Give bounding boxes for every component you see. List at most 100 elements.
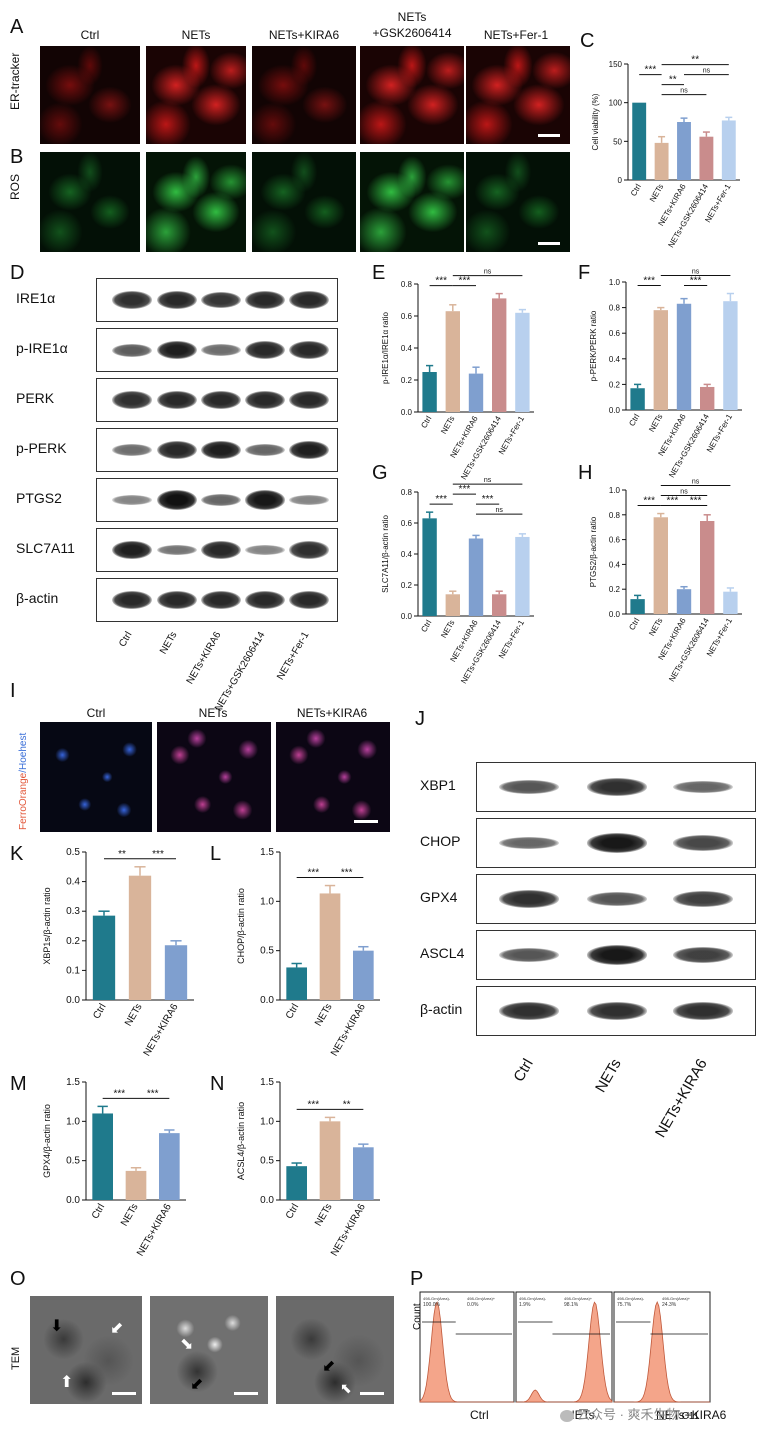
blot-band	[673, 891, 733, 907]
panel-a-col-ctrl: Ctrl	[80, 28, 100, 42]
tem-nets: ⬊ ⬋	[150, 1296, 268, 1404]
significance-label: ns	[703, 68, 711, 75]
x-tick-label: NETs	[439, 619, 456, 640]
panel-letter-l: L	[210, 843, 222, 865]
er-tracker-gsk	[360, 46, 464, 144]
bar	[653, 310, 668, 410]
y-tick-label: 0.5	[260, 946, 274, 957]
er-tracker-fer1	[466, 46, 570, 144]
blot-row-label: CHOP	[420, 833, 461, 849]
panel-letter-p: P	[410, 1268, 424, 1290]
y-axis-label: Cell viability (%)	[591, 93, 600, 150]
x-tick-label: NETs+KIRA6	[329, 1202, 368, 1259]
scale-bar	[234, 1392, 258, 1395]
significance-label: ns	[692, 269, 700, 276]
panel-letter-c: C	[580, 30, 595, 52]
y-tick-label: 0.2	[66, 936, 80, 947]
significance-label: ***	[645, 65, 657, 76]
bar	[515, 312, 530, 412]
blot-band	[157, 340, 197, 360]
y-tick-label: 1.0	[609, 278, 621, 287]
bar	[445, 311, 460, 412]
significance-label: ns	[495, 507, 503, 514]
blot-row-label: IRE1α	[16, 290, 56, 306]
y-tick-label: 0.6	[401, 519, 413, 528]
blot-band	[112, 343, 152, 357]
arrow-icon: ⬊	[180, 1336, 194, 1353]
bar	[468, 538, 484, 616]
y-tick-label: 0.4	[66, 877, 80, 888]
panel-letter-h: H	[578, 462, 593, 484]
blot-band	[289, 440, 329, 460]
bar	[677, 122, 691, 180]
y-tick-label: 0.6	[401, 312, 413, 321]
blot-row-label: PTGS2	[16, 490, 62, 506]
significance-label: ***	[667, 496, 679, 507]
blot-row	[476, 762, 756, 812]
panel-a-col-nets: NETs	[181, 28, 211, 42]
y-tick-label: 0.2	[609, 585, 621, 594]
bar	[630, 388, 645, 410]
blot-band	[289, 591, 329, 609]
y-tick-label: 1.0	[66, 1116, 80, 1127]
y-axis-label: ACSL4/β-actin ratio	[236, 1102, 246, 1180]
chart-c: 0 50 100 150 Cell viability (%) Ctrl NETsNETs+…	[591, 55, 740, 249]
bar	[319, 893, 341, 1000]
blot-band	[201, 344, 241, 356]
blot-band	[112, 495, 152, 505]
blot-band	[112, 444, 152, 456]
x-tick-label: Ctrl	[91, 1002, 108, 1021]
blot-band	[673, 835, 733, 851]
y-tick-label: 50	[613, 137, 622, 146]
x-tick-label: Ctrl	[629, 182, 643, 197]
significance-label: **	[118, 849, 126, 860]
watermark-tail: C11	[681, 1411, 700, 1422]
watermark-text: 云众号 · 爽禾生物	[577, 1407, 680, 1422]
x-tick-label: Ctrl	[419, 414, 433, 429]
chart-h: 0.0 0.2 0.4 0.6 0.8 1.0 PTGS2/β-actin ratio Ctr…	[589, 479, 742, 683]
blot-band	[157, 490, 197, 510]
significance-label: ns	[484, 477, 492, 484]
bar	[468, 373, 484, 412]
blot-band	[499, 780, 559, 794]
blot-band	[673, 947, 733, 963]
significance-label: ***	[435, 276, 447, 287]
bar	[159, 1133, 180, 1200]
blot-row	[96, 328, 338, 372]
y-tick-label: 0.2	[401, 376, 413, 385]
panel-letter-j: J	[415, 708, 425, 730]
blot-row-label: PERK	[16, 390, 55, 406]
blot-band	[499, 948, 559, 962]
panel-i-col-nets: NETs	[198, 706, 228, 720]
blot-row-label: p-PERK	[16, 440, 67, 456]
y-axis-label: p-IRE1α/IRE1α ratio	[381, 311, 390, 383]
x-tick-label: NETs	[119, 1202, 140, 1228]
x-tick-label: NETs	[439, 415, 456, 436]
blot-row	[96, 528, 338, 572]
x-tick-label: Ctrl	[627, 616, 641, 631]
panel-a-col-kira6: NETs+KIRA6	[268, 28, 340, 42]
significance-label: ***	[341, 868, 353, 879]
y-tick-label: 0.4	[401, 344, 413, 353]
blot-band	[201, 391, 241, 409]
x-tick-label: NETs	[647, 617, 664, 638]
y-tick-label: 0.0	[609, 610, 621, 619]
blot-band	[289, 495, 329, 505]
ros-fer1	[466, 152, 570, 252]
blot-band	[112, 291, 152, 309]
scale-bar	[354, 820, 378, 823]
chart-n: 0.0 0.5 1.0 1.5 ACSL4/β-actin ratio Ctrl NETsN…	[236, 1077, 380, 1258]
panel-letter-n: N	[210, 1073, 225, 1095]
blot-band	[157, 544, 197, 556]
x-tick-label: Ctrl	[284, 1002, 301, 1021]
significance-label: ***	[307, 868, 319, 879]
y-tick-label: 1.0	[609, 486, 621, 495]
bar	[422, 518, 437, 616]
flow-xlabel-kira6: NETs+KIRA6	[656, 1408, 727, 1422]
blot-band	[673, 780, 733, 794]
bar	[445, 594, 460, 616]
panel-letter-a: A	[10, 16, 24, 38]
blot-band	[201, 440, 241, 460]
ros-nets	[146, 152, 246, 252]
y-tick-label: 1.5	[260, 1077, 274, 1088]
